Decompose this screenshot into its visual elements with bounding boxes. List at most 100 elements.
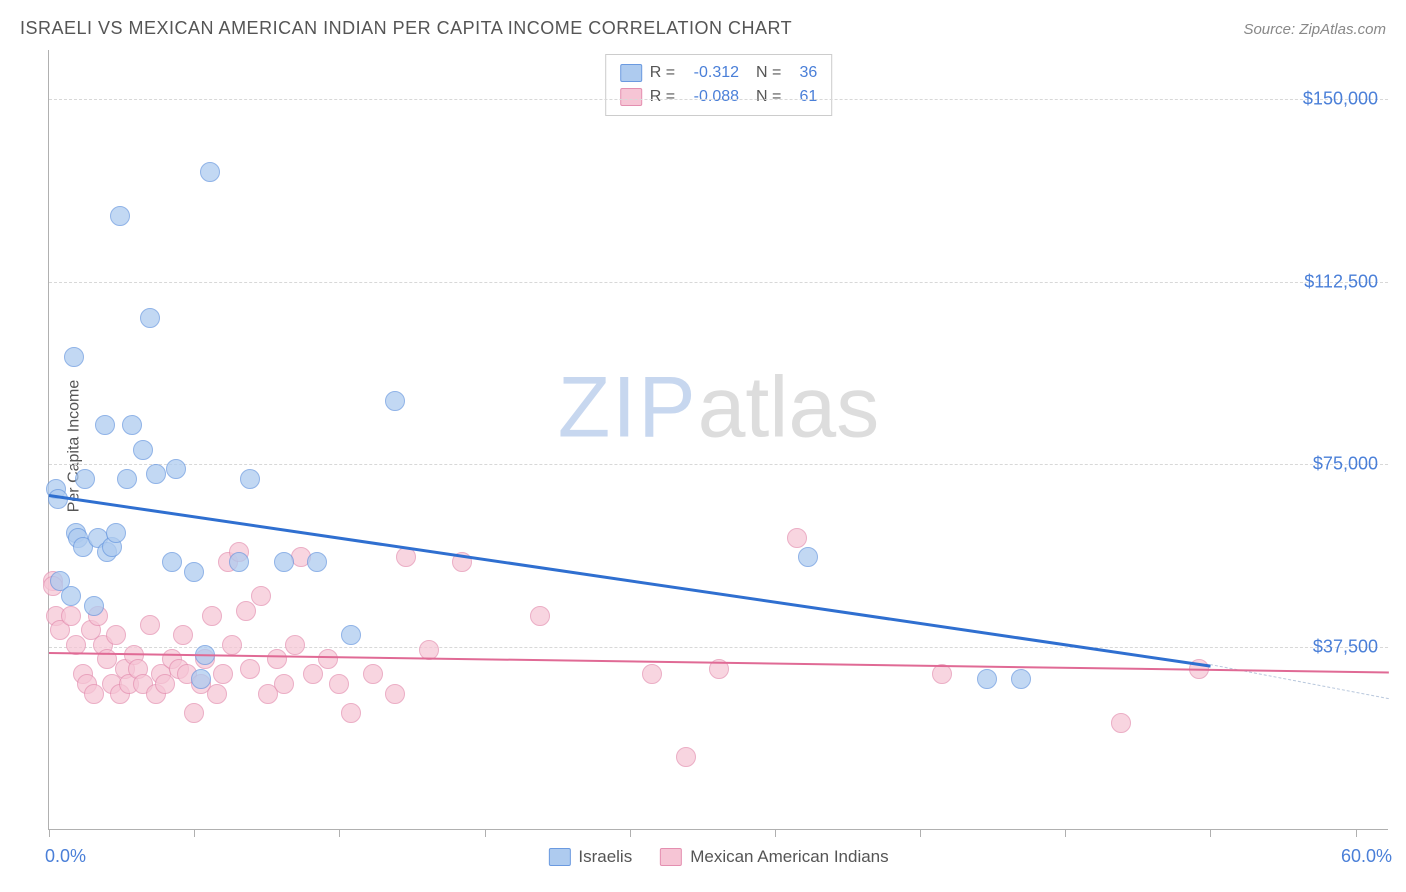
legend-item-label: Mexican American Indians: [690, 847, 888, 867]
plot-area: ZIPatlas R = -0.312 N = 36R = -0.088 N =…: [48, 50, 1388, 830]
data-point-mexican: [676, 747, 696, 767]
data-point-israelis: [110, 206, 130, 226]
data-point-israelis: [117, 469, 137, 489]
x-tick: [920, 829, 921, 837]
data-point-mexican: [267, 649, 287, 669]
data-point-mexican: [363, 664, 383, 684]
legend-item-mexican: Mexican American Indians: [660, 847, 888, 867]
data-point-israelis: [61, 586, 81, 606]
data-point-israelis: [240, 469, 260, 489]
legend-n-label: N =: [747, 85, 781, 109]
watermark-atlas: atlas: [698, 360, 880, 456]
x-axis-max-label: 60.0%: [1341, 846, 1392, 867]
gridline-horizontal: [49, 99, 1388, 100]
legend-r-value: -0.088: [683, 85, 739, 109]
data-point-israelis: [140, 308, 160, 328]
gridline-horizontal: [49, 282, 1388, 283]
y-tick-label: $150,000: [1303, 88, 1378, 109]
data-point-israelis: [307, 552, 327, 572]
data-point-israelis: [191, 669, 211, 689]
x-tick: [775, 829, 776, 837]
legend-r-label: R =: [650, 85, 675, 109]
data-point-mexican: [106, 625, 126, 645]
data-point-israelis: [200, 162, 220, 182]
data-point-mexican: [61, 606, 81, 626]
y-tick-label: $112,500: [1304, 271, 1378, 292]
data-point-mexican: [240, 659, 260, 679]
data-point-mexican: [329, 674, 349, 694]
data-point-israelis: [798, 547, 818, 567]
data-point-mexican: [140, 615, 160, 635]
data-point-mexican: [251, 586, 271, 606]
data-point-israelis: [95, 415, 115, 435]
data-point-israelis: [75, 469, 95, 489]
data-point-mexican: [285, 635, 305, 655]
legend-item-israelis: Israelis: [548, 847, 632, 867]
data-point-mexican: [207, 684, 227, 704]
data-point-israelis: [133, 440, 153, 460]
x-tick: [339, 829, 340, 837]
data-point-israelis: [274, 552, 294, 572]
x-tick: [1356, 829, 1357, 837]
chart-title: ISRAELI VS MEXICAN AMERICAN INDIAN PER C…: [20, 18, 792, 39]
legend-n-label: N =: [747, 61, 781, 85]
data-point-mexican: [303, 664, 323, 684]
x-tick: [49, 829, 50, 837]
swatch-mexican: [620, 88, 642, 106]
data-point-israelis: [64, 347, 84, 367]
swatch-israelis: [620, 64, 642, 82]
data-point-israelis: [977, 669, 997, 689]
legend-corr-row-israelis: R = -0.312 N = 36: [620, 61, 818, 85]
x-tick: [630, 829, 631, 837]
data-point-mexican: [213, 664, 233, 684]
data-point-mexican: [222, 635, 242, 655]
data-point-mexican: [202, 606, 222, 626]
swatch-mexican: [660, 848, 682, 866]
data-point-mexican: [530, 606, 550, 626]
data-point-mexican: [318, 649, 338, 669]
data-point-mexican: [184, 703, 204, 723]
x-tick: [194, 829, 195, 837]
swatch-israelis: [548, 848, 570, 866]
watermark: ZIPatlas: [558, 359, 879, 458]
x-axis-min-label: 0.0%: [45, 846, 86, 867]
legend-n-value: 36: [789, 61, 817, 85]
legend-r-value: -0.312: [683, 61, 739, 85]
data-point-mexican: [274, 674, 294, 694]
data-point-israelis: [84, 596, 104, 616]
data-point-israelis: [166, 459, 186, 479]
legend-correlation: R = -0.312 N = 36R = -0.088 N = 61: [605, 54, 833, 116]
data-point-mexican: [1111, 713, 1131, 733]
gridline-horizontal: [49, 464, 1388, 465]
data-point-israelis: [146, 464, 166, 484]
data-point-israelis: [184, 562, 204, 582]
data-point-israelis: [229, 552, 249, 572]
watermark-zip: ZIP: [558, 360, 698, 456]
data-point-israelis: [106, 523, 126, 543]
x-tick: [485, 829, 486, 837]
data-point-israelis: [122, 415, 142, 435]
data-point-israelis: [162, 552, 182, 572]
data-point-mexican: [642, 664, 662, 684]
data-point-israelis: [341, 625, 361, 645]
title-bar: ISRAELI VS MEXICAN AMERICAN INDIAN PER C…: [20, 18, 1386, 39]
data-point-israelis: [1011, 669, 1031, 689]
y-tick-label: $75,000: [1313, 454, 1378, 475]
x-tick: [1210, 829, 1211, 837]
source-label: Source: ZipAtlas.com: [1243, 21, 1386, 38]
y-tick-label: $37,500: [1313, 637, 1378, 658]
data-point-mexican: [787, 528, 807, 548]
x-tick: [1065, 829, 1066, 837]
data-point-mexican: [173, 625, 193, 645]
data-point-mexican: [341, 703, 361, 723]
data-point-mexican: [236, 601, 256, 621]
data-point-mexican: [385, 684, 405, 704]
data-point-mexican: [84, 684, 104, 704]
gridline-horizontal: [49, 647, 1388, 648]
legend-series: Israelis Mexican American Indians: [548, 847, 888, 867]
data-point-israelis: [385, 391, 405, 411]
legend-r-label: R =: [650, 61, 675, 85]
legend-n-value: 61: [789, 85, 817, 109]
legend-corr-row-mexican: R = -0.088 N = 61: [620, 85, 818, 109]
legend-item-label: Israelis: [578, 847, 632, 867]
